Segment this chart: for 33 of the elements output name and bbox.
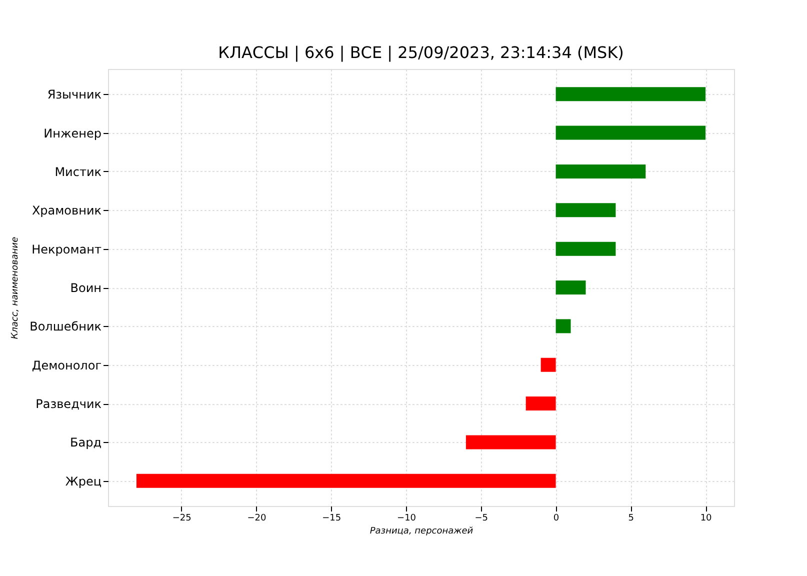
- x-tick-label: −20: [247, 514, 267, 524]
- x-tick-label: −10: [397, 514, 416, 524]
- x-tick-label: 0: [553, 514, 560, 524]
- bar: [556, 87, 706, 102]
- y-tick-label: Демонолог: [32, 358, 102, 372]
- x-tick-label: 10: [700, 514, 712, 524]
- y-tick-label: Разведчик: [36, 397, 102, 412]
- y-tick-label: Некромант: [32, 242, 102, 256]
- x-tick-label: −5: [474, 514, 488, 524]
- y-tick-label: Жрец: [65, 474, 102, 488]
- bar: [526, 396, 556, 411]
- y-tick-label: Храмовник: [32, 204, 102, 218]
- x-tick-label: 5: [628, 514, 634, 524]
- y-tick-label: Воин: [70, 281, 102, 295]
- bar: [466, 435, 556, 450]
- y-tick-label: Мистик: [54, 164, 102, 179]
- x-tick-label: −25: [172, 514, 192, 524]
- bar: [136, 474, 556, 488]
- y-tick-label: Язычник: [47, 88, 102, 102]
- bar: [556, 164, 646, 178]
- chart-title: КЛАССЫ | 6х6 | ВСЕ | 25/09/2023, 23:14:34 (MSK): [218, 43, 624, 62]
- bar: [556, 203, 616, 218]
- bar: [556, 242, 616, 256]
- y-tick-label: Инженер: [44, 126, 102, 140]
- x-axis-title: Разница, персонажей: [370, 526, 474, 536]
- y-tick-label: Бард: [70, 436, 102, 450]
- y-tick-label: Волшебник: [30, 320, 102, 334]
- bar: [556, 280, 586, 294]
- x-tick-label: −15: [322, 514, 342, 524]
- bar: [556, 319, 571, 334]
- bar: [540, 358, 556, 372]
- bar: [556, 126, 706, 140]
- y-axis-title: Класс, наименование: [10, 236, 21, 340]
